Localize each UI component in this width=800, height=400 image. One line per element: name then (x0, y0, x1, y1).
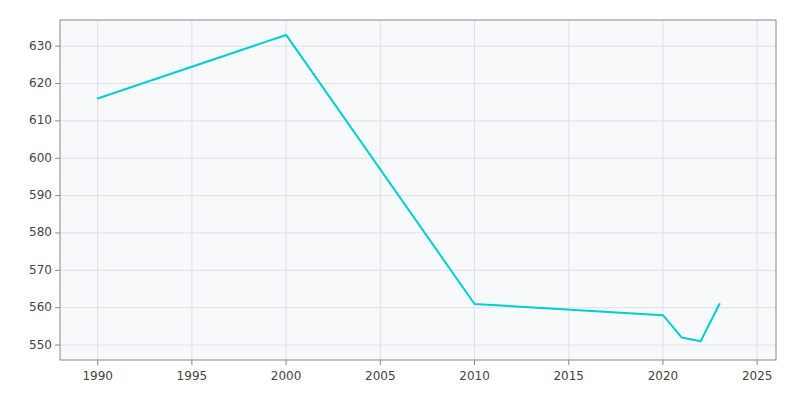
y-tick-label: 610 (29, 113, 52, 127)
tick-labels: 550 560 570 580 590 600 610 620 630 1990 1995 2000 2… (29, 39, 772, 383)
y-grid-line (60, 345, 776, 346)
chart-svg: 550 560 570 580 590 600 610 620 630 1990 1995 2000 2… (0, 0, 800, 400)
y-grid-line (60, 270, 776, 271)
y-tick-label: 620 (29, 76, 52, 90)
chart-container: 550 560 570 580 590 600 610 620 630 1990 1995 2000 2… (0, 0, 800, 400)
x-tick (757, 360, 758, 365)
x-tick-label: 2020 (648, 369, 679, 383)
y-tick-label: 630 (29, 39, 52, 53)
y-tick-label: 550 (29, 338, 52, 352)
plot-frame (60, 20, 776, 360)
x-tick (380, 360, 381, 365)
x-tick-label: 2010 (459, 369, 490, 383)
plot-background (60, 20, 776, 360)
y-grid-line (60, 158, 776, 159)
y-tick (55, 345, 60, 346)
y-grid-line (60, 46, 776, 47)
population-line (98, 35, 720, 341)
x-tick-label: 2005 (365, 369, 396, 383)
x-grid-line (757, 20, 758, 360)
y-grid-line (60, 195, 776, 196)
x-grid-line (97, 20, 98, 360)
x-grid-line (474, 20, 475, 360)
y-tick-label: 560 (29, 300, 52, 314)
y-tick-label: 590 (29, 188, 52, 202)
marks (98, 35, 720, 341)
x-tick (286, 360, 287, 365)
x-tick-label: 1995 (177, 369, 208, 383)
y-tick (55, 120, 60, 121)
y-grid-line (60, 307, 776, 308)
x-grid-line (191, 20, 192, 360)
x-tick-label: 1990 (82, 369, 113, 383)
y-grid-line (60, 120, 776, 121)
y-grid-line (60, 83, 776, 84)
grid (55, 20, 776, 365)
y-tick (55, 232, 60, 233)
y-tick (55, 307, 60, 308)
x-tick-label: 2025 (742, 369, 773, 383)
x-tick (662, 360, 663, 365)
x-tick (97, 360, 98, 365)
x-grid-line (662, 20, 663, 360)
x-tick-label: 2000 (271, 369, 302, 383)
x-tick (191, 360, 192, 365)
x-grid-line (286, 20, 287, 360)
y-tick-label: 580 (29, 225, 52, 239)
y-tick (55, 270, 60, 271)
x-tick-label: 2015 (553, 369, 584, 383)
x-grid-line (380, 20, 381, 360)
x-tick (474, 360, 475, 365)
x-tick (568, 360, 569, 365)
y-tick (55, 46, 60, 47)
y-tick-label: 570 (29, 263, 52, 277)
y-tick (55, 158, 60, 159)
y-tick-label: 600 (29, 151, 52, 165)
y-tick (55, 83, 60, 84)
y-tick (55, 195, 60, 196)
y-grid-line (60, 232, 776, 233)
